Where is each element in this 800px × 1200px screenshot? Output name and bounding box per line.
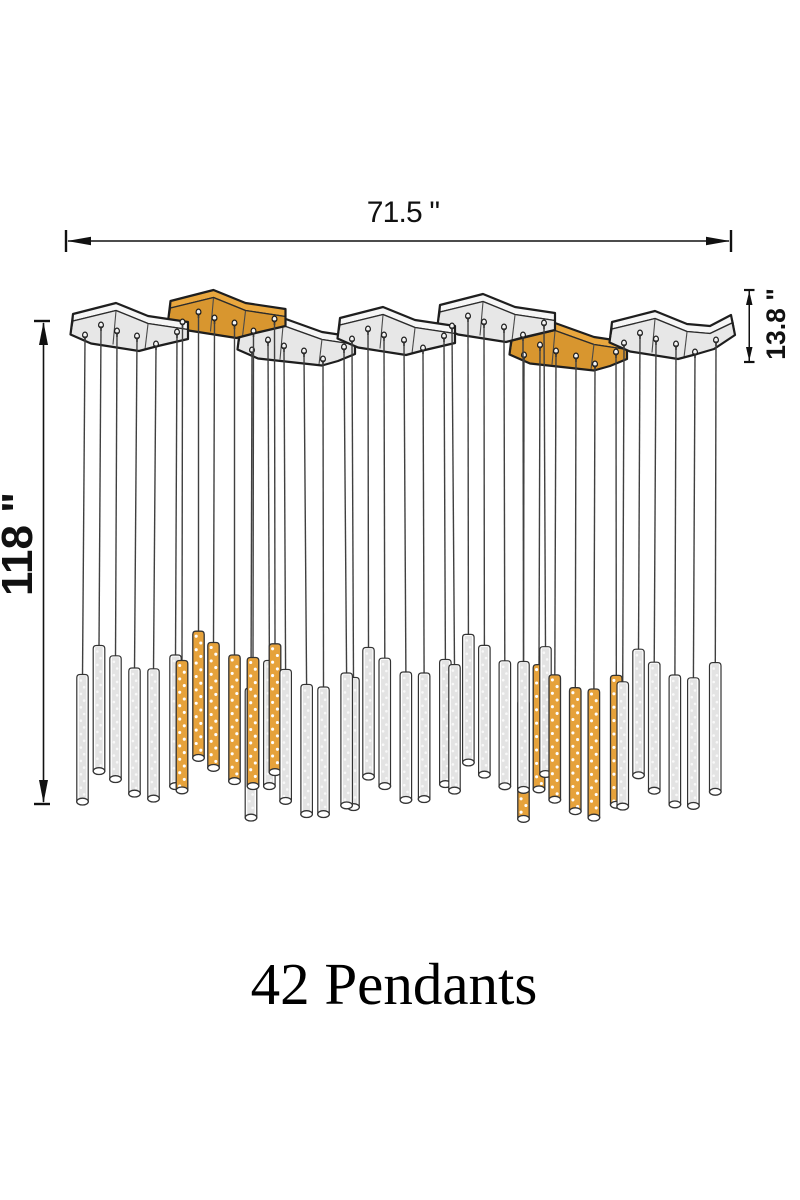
- svg-text:118 ": 118 ": [0, 492, 42, 596]
- svg-text:42 Pendants: 42 Pendants: [251, 951, 538, 1017]
- svg-text:13.8 ": 13.8 ": [761, 288, 791, 360]
- svg-text:71.5 ": 71.5 ": [367, 196, 440, 229]
